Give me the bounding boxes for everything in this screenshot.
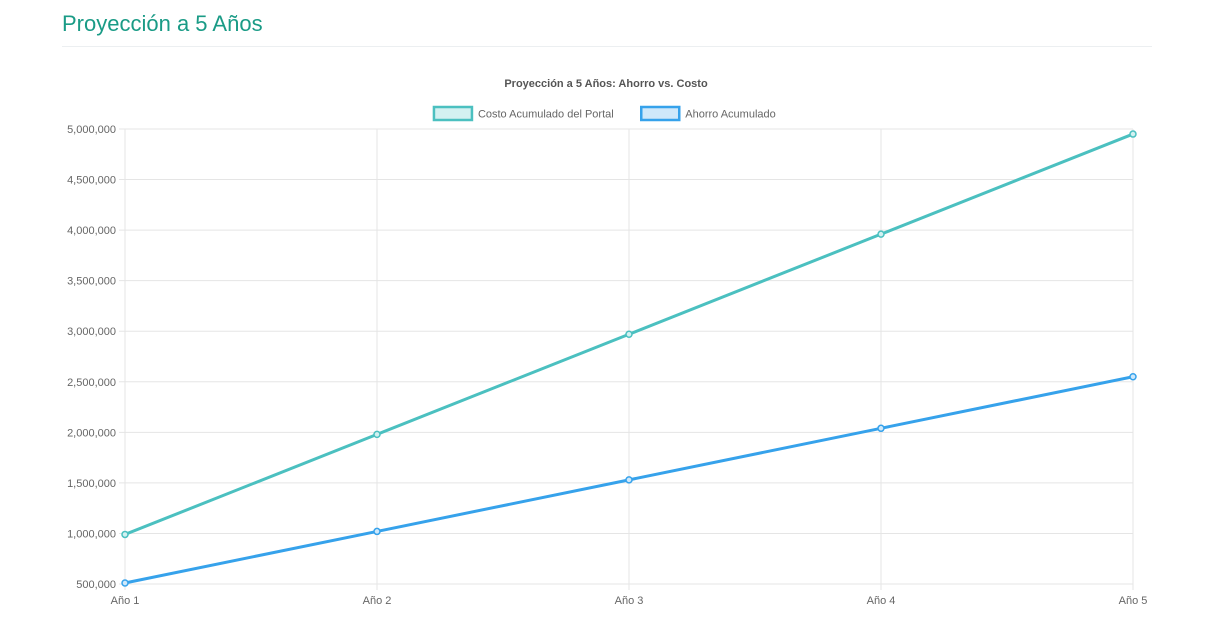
chart-grid	[119, 128, 1134, 590]
legend-item[interactable]: Costo Acumulado del Portal	[432, 105, 614, 122]
x-tick-label: Año 4	[867, 595, 896, 607]
x-tick-label: Año 1	[111, 595, 140, 607]
data-point[interactable]	[121, 579, 129, 587]
legend-swatch	[640, 105, 681, 122]
chart-series	[121, 130, 1137, 587]
y-tick-label: 1,000,000	[67, 528, 116, 540]
data-point[interactable]	[877, 230, 885, 238]
x-tick-label: Año 3	[615, 595, 644, 607]
y-tick-label: 3,500,000	[67, 276, 116, 288]
data-point[interactable]	[1129, 130, 1137, 138]
y-axis: 500,000 1,000,000 1,500,000 2,000,000 2,500,…	[67, 124, 116, 591]
data-point[interactable]	[373, 527, 381, 536]
data-point[interactable]	[877, 424, 885, 433]
title-divider	[62, 46, 1152, 47]
data-point[interactable]	[121, 530, 129, 539]
page-title: Proyección a 5 Años	[62, 11, 263, 36]
x-tick-label: Año 5	[1119, 595, 1148, 607]
y-tick-label: 4,000,000	[67, 225, 116, 237]
data-point[interactable]	[625, 330, 633, 339]
legend-label: Ahorro Acumulado	[685, 109, 776, 121]
legend-item[interactable]: Ahorro Acumulado	[640, 105, 776, 122]
y-tick-label: 5,000,000	[67, 124, 116, 136]
y-tick-label: 4,500,000	[67, 175, 116, 187]
chart-title: Proyección a 5 Años: Ahorro vs. Costo	[504, 78, 708, 90]
legend-label: Costo Acumulado del Portal	[478, 109, 614, 121]
legend-swatch	[432, 105, 474, 122]
x-axis: Año 1 Año 2 Año 3 Año 4 Año 5	[111, 595, 1148, 607]
y-tick-label: 1,500,000	[67, 478, 116, 490]
y-tick-label: 2,000,000	[67, 427, 116, 439]
data-point[interactable]	[1129, 372, 1137, 381]
y-tick-label: 500,000	[76, 579, 116, 591]
y-tick-label: 3,000,000	[67, 326, 116, 338]
data-point[interactable]	[373, 430, 381, 439]
x-tick-label: Año 2	[363, 595, 392, 607]
chart-legend[interactable]: Costo Acumulado del Portal Ahorro Acumula…	[432, 105, 776, 122]
data-point[interactable]	[625, 476, 633, 484]
y-tick-label: 2,500,000	[67, 377, 116, 389]
